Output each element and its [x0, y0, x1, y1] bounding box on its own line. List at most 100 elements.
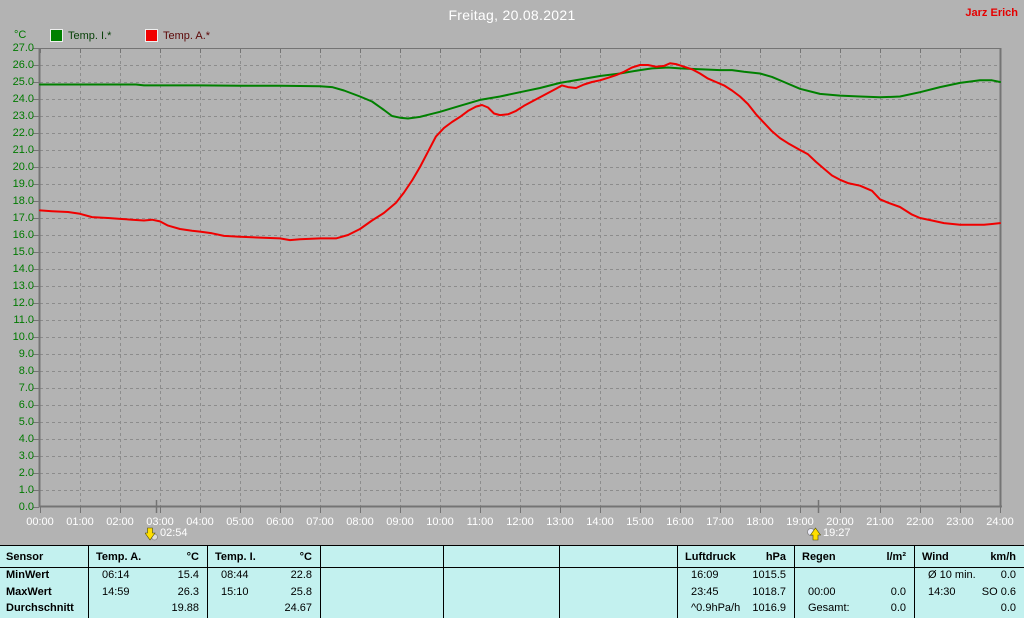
temp-a-row0-value: 15.4	[177, 569, 199, 581]
x-tick-label: 03:00	[146, 516, 174, 528]
curve-temp-a	[39, 62, 1001, 242]
legend-label-temp-i: Temp. I.*	[68, 29, 112, 42]
temp-a-row0-time: 06:14	[102, 569, 130, 581]
y-tick-label: 8.0	[18, 365, 34, 377]
y-tick-label: 6.0	[18, 399, 34, 411]
moonrise-time-marker: 19:27	[807, 527, 851, 541]
luftdruck-row2-value: 1016.9	[752, 602, 786, 614]
regen-row2-value: 0.0	[890, 602, 906, 614]
luftdruck-row1-value: 1018.7	[752, 586, 786, 598]
y-tick-label: 11.0	[13, 314, 34, 326]
x-tick-label: 01:00	[66, 516, 94, 528]
moonrise-icon	[807, 527, 821, 541]
temp-a-row2-value: 19.88	[171, 602, 199, 614]
moonset-icon	[145, 527, 158, 541]
y-tick-label: 7.0	[18, 382, 34, 394]
row-label-0: Sensor	[6, 551, 44, 563]
y-tick-label: 15.0	[12, 246, 34, 258]
temp-i-header-name: Temp. I.	[215, 551, 256, 563]
temperature-chart-plot-area[interactable]	[0, 0, 1024, 545]
row-label-1: MinWert	[6, 569, 50, 581]
x-tick-label: 02:00	[106, 516, 134, 528]
x-tick-label: 14:00	[586, 516, 614, 528]
x-tick-label: 12:00	[506, 516, 534, 528]
luftdruck-header-name: Luftdruck	[685, 551, 736, 563]
regen-header-unit: l/m²	[886, 551, 906, 563]
x-tick-label: 19:00	[786, 516, 814, 528]
regen-row2-time: Gesamt:	[808, 602, 850, 614]
luftdruck-row1-time: 23:45	[691, 586, 719, 598]
y-tick-label: 14.0	[12, 263, 34, 275]
y-tick-label: 9.0	[18, 348, 34, 360]
x-tick-label: 13:00	[546, 516, 574, 528]
y-tick-label: 23.0	[12, 110, 34, 122]
luftdruck-header-unit: hPa	[765, 551, 786, 563]
y-tick-label: 2.0	[18, 467, 34, 479]
moonrise-time: 19:27	[823, 527, 851, 539]
y-tick-label: 19.0	[12, 178, 34, 190]
x-tick-label: 10:00	[426, 516, 454, 528]
moonset-time-marker: 02:54	[145, 527, 188, 541]
y-tick-label: 24.0	[12, 93, 34, 105]
luftdruck-row0-value: 1015.5	[752, 569, 786, 581]
y-tick-label: 20.0	[12, 161, 34, 173]
page-title: Freitag, 20.08.2021	[448, 7, 576, 23]
regen-row1-value: 0.0	[890, 586, 906, 598]
y-tick-label: 1.0	[18, 484, 34, 496]
legend-label-temp-a: Temp. A.*	[163, 29, 211, 42]
x-tick-label: 09:00	[386, 516, 414, 528]
table-column-divider	[320, 546, 321, 618]
table-header-divider	[0, 567, 1024, 568]
wind-header-name: Wind	[922, 551, 949, 563]
temp-i-swatch-icon	[50, 29, 63, 42]
wind-row2-value: 0.0	[1000, 602, 1016, 614]
table-column-divider	[794, 546, 795, 618]
x-tick-label: 23:00	[946, 516, 974, 528]
y-tick-label: 18.0	[12, 195, 34, 207]
table-column-divider	[207, 546, 208, 618]
temp-i-header-unit: °C	[299, 551, 312, 563]
y-tick-label: 22.0	[12, 127, 34, 139]
luftdruck-row2-time: ^0.9hPa/h	[691, 602, 741, 614]
x-tick-label: 05:00	[226, 516, 254, 528]
x-tick-label: 22:00	[906, 516, 934, 528]
x-tick-label: 07:00	[306, 516, 334, 528]
temp-a-header-unit: °C	[186, 551, 199, 563]
x-tick-label: 00:00	[26, 516, 54, 528]
row-label-3: Durchschnitt	[6, 602, 74, 614]
temp-i-row2-value: 24.67	[284, 602, 312, 614]
regen-row1-time: 00:00	[808, 586, 836, 598]
x-tick-label: 08:00	[346, 516, 374, 528]
y-tick-label: 16.0	[12, 229, 34, 241]
x-tick-label: 15:00	[626, 516, 654, 528]
y-tick-label: 5.0	[18, 416, 34, 428]
sensor-stats-table: Sensor MinWert MaxWert Durchschnitt Temp. A.…	[0, 545, 1024, 618]
y-tick-label: 25.0	[12, 76, 34, 88]
y-tick-label: 27.0	[12, 42, 34, 54]
temp-a-row1-time: 14:59	[102, 586, 130, 598]
row-label-2: MaxWert	[6, 586, 52, 598]
legend-item-temp-i: Temp. I.*	[50, 29, 111, 42]
y-axis-unit-label: °C	[14, 29, 27, 41]
x-tick-label: 21:00	[866, 516, 894, 528]
y-tick-label: 21.0	[12, 144, 34, 156]
temp-i-row1-time: 15:10	[221, 586, 249, 598]
wind-header-unit: km/h	[990, 551, 1016, 563]
y-tick-label: 26.0	[12, 59, 34, 71]
x-tick-label: 24:00	[986, 516, 1014, 528]
table-column-divider	[559, 546, 560, 618]
y-tick-label: 12.0	[12, 297, 34, 309]
y-tick-label: 4.0	[18, 433, 34, 445]
wind-row0-time: Ø 10 min.	[928, 569, 976, 581]
y-tick-label: 0.0	[18, 501, 34, 513]
curve-temp-i	[39, 66, 1001, 120]
table-column-divider	[677, 546, 678, 618]
temp-i-row0-time: 08:44	[221, 569, 249, 581]
table-column-divider	[914, 546, 915, 618]
x-tick-label: 17:00	[706, 516, 734, 528]
table-column-divider	[88, 546, 89, 618]
x-tick-label: 16:00	[666, 516, 694, 528]
luftdruck-row0-time: 16:09	[691, 569, 719, 581]
wind-row1-time: 14:30	[928, 586, 956, 598]
